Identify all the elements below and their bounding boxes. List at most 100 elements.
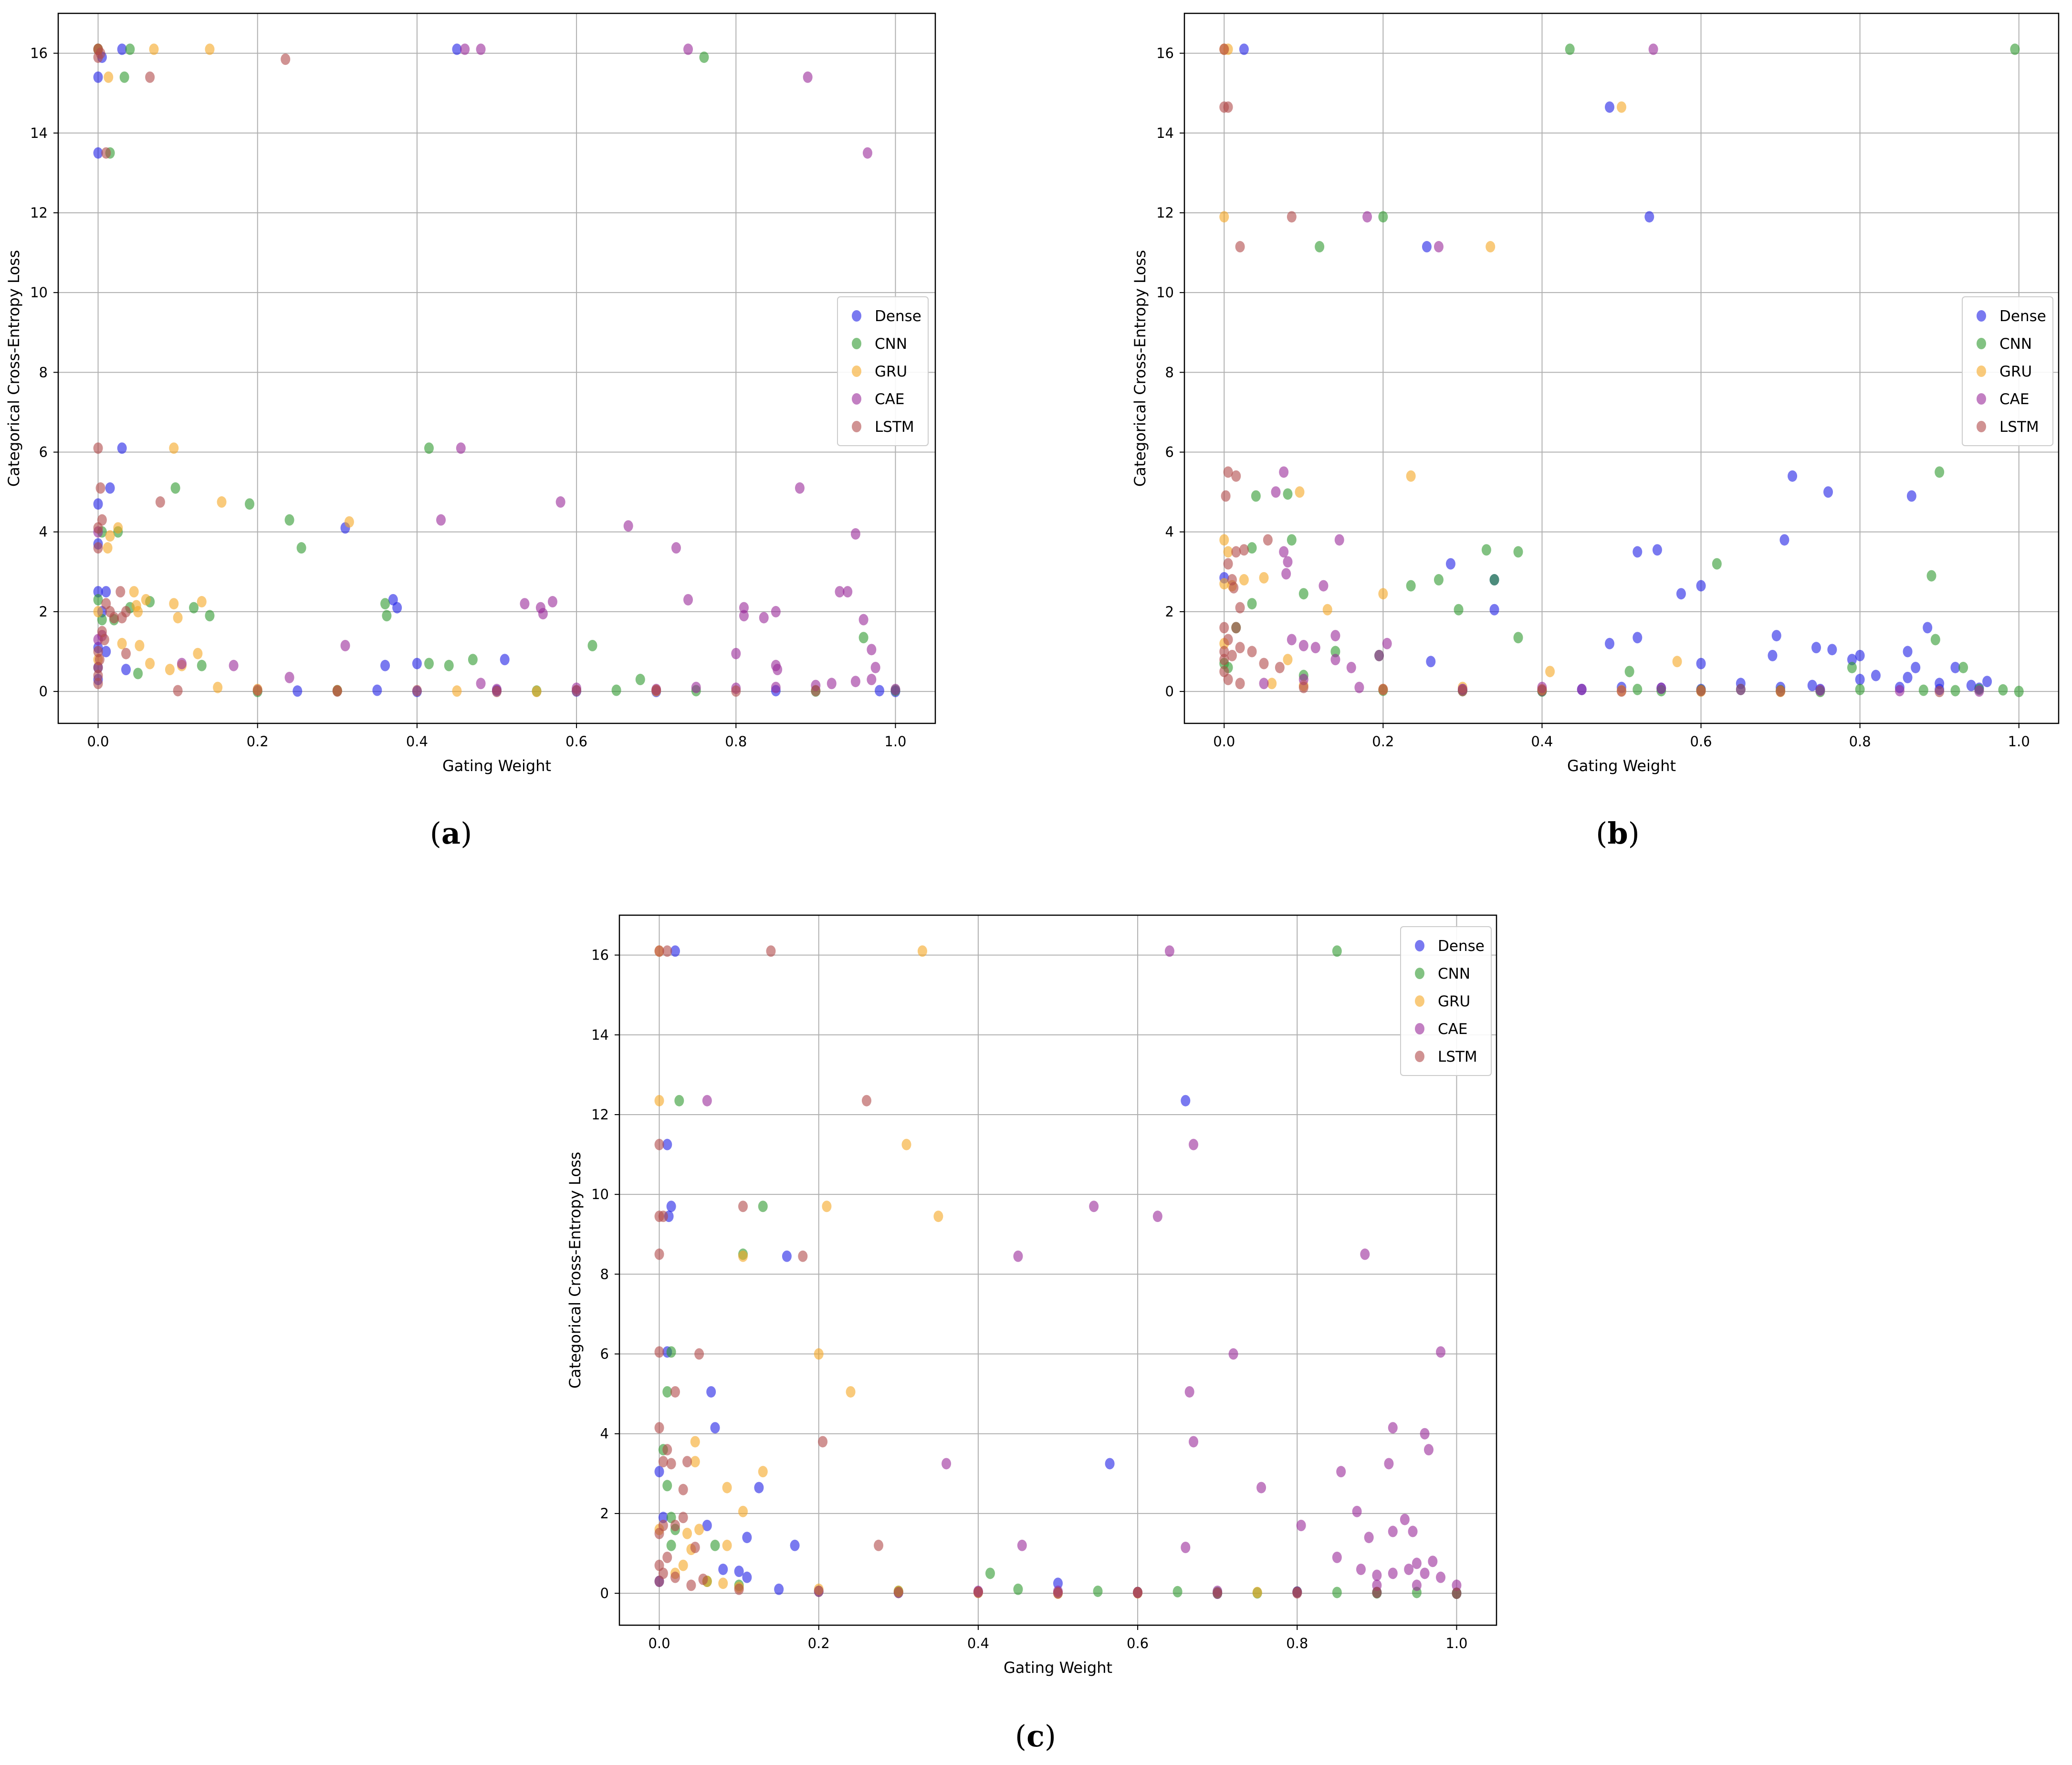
legend: Dense CNN GRU CAE LSTM [1400, 926, 1492, 1076]
data-point [1287, 634, 1297, 646]
data-point [101, 586, 111, 598]
data-point [93, 661, 103, 673]
data-point [734, 1583, 744, 1595]
series-cnn [658, 945, 1462, 1599]
data-point [1771, 630, 1781, 642]
y-tick-label: 10 [30, 284, 48, 301]
data-point [1815, 684, 1825, 696]
data-point [169, 442, 179, 454]
y-tick-label: 2 [39, 604, 48, 620]
legend-marker [852, 421, 861, 432]
data-point [1310, 642, 1320, 654]
data-point [710, 1422, 720, 1434]
y-tick-label: 8 [600, 1266, 609, 1282]
legend-label: LSTM [1999, 418, 2039, 436]
data-point [814, 1348, 824, 1360]
data-point [985, 1567, 995, 1579]
data-point [858, 614, 869, 626]
data-point [1372, 1587, 1382, 1598]
data-point [1332, 1551, 1342, 1563]
legend-label: CNN [875, 335, 907, 353]
data-point [666, 1201, 676, 1212]
data-point [165, 664, 175, 676]
data-point [1644, 211, 1654, 223]
x-tick-label: 0.0 [87, 733, 109, 750]
data-point [1982, 676, 1992, 688]
data-point [2014, 686, 2024, 698]
data-point [173, 612, 183, 624]
data-point [635, 674, 645, 686]
data-point [1388, 1525, 1398, 1537]
y-tick-label: 4 [600, 1426, 609, 1442]
data-point [683, 43, 693, 55]
data-point [109, 612, 119, 624]
x-tick-label: 1.0 [884, 733, 906, 750]
series-lstm [654, 945, 1462, 1599]
data-point [1334, 534, 1344, 546]
data-point [670, 1520, 680, 1532]
y-axis-title: Categorical Cross-Entropy Loss [566, 1152, 584, 1389]
data-point [702, 1520, 712, 1532]
legend-marker [1415, 995, 1424, 1007]
data-point [1133, 1587, 1143, 1598]
y-tick-label: 16 [1156, 45, 1174, 62]
chart-panel-b: 0.0 0.2 0.4 0.6 0.8 1.0 0 2 4 6 8 10 12 14 16 Gating We… [1131, 12, 2060, 851]
data-point [738, 1250, 748, 1262]
data-point [293, 685, 303, 697]
x-tick-label: 0.0 [1213, 733, 1235, 750]
data-point [678, 1483, 688, 1495]
data-point [1247, 598, 1257, 610]
data-point [229, 659, 239, 671]
data-point [662, 1138, 672, 1150]
x-tick-label: 0.6 [1690, 733, 1712, 750]
data-point [104, 71, 114, 83]
legend-marker [1977, 310, 1986, 322]
data-point [698, 1573, 708, 1585]
data-point [758, 1201, 768, 1212]
data-point [754, 1482, 764, 1493]
data-point [1279, 546, 1289, 558]
data-point [1372, 1569, 1382, 1581]
data-point [694, 1524, 704, 1535]
data-point [1259, 572, 1269, 584]
series-dense [654, 945, 1462, 1599]
data-point [115, 586, 126, 598]
legend-box [1962, 296, 2053, 446]
legend-marker [1415, 968, 1424, 979]
data-point [1298, 681, 1308, 693]
data-point [135, 639, 145, 651]
data-point [1322, 604, 1332, 616]
data-point [1712, 558, 1722, 570]
data-point [1624, 666, 1634, 678]
data-point [861, 1095, 871, 1107]
data-point [843, 586, 853, 598]
data-point [1181, 1095, 1191, 1107]
data-point [380, 598, 390, 610]
data-point [133, 606, 143, 617]
legend-marker [1977, 338, 1986, 349]
data-point [1903, 671, 1913, 683]
data-point [858, 632, 869, 644]
data-point [917, 945, 927, 957]
data-point [1807, 679, 1817, 691]
data-point [121, 606, 131, 617]
data-point [706, 1386, 716, 1398]
data-point [1184, 1386, 1194, 1398]
data-point [670, 1571, 680, 1583]
data-point [169, 598, 179, 610]
data-point [93, 586, 103, 598]
data-point [662, 1480, 672, 1492]
data-point [1219, 654, 1229, 666]
data-point [682, 1456, 692, 1468]
data-point [1352, 1505, 1362, 1517]
data-point [1330, 646, 1340, 658]
data-point [722, 1482, 732, 1493]
data-point [973, 1586, 983, 1598]
panel-caption: (c) [1015, 1719, 1056, 1754]
data-point [412, 685, 422, 697]
y-tick-label: 6 [1165, 444, 1174, 460]
y-tick-label: 16 [30, 45, 48, 62]
data-point [1275, 661, 1285, 673]
data-point [738, 1201, 748, 1212]
data-point [654, 945, 664, 957]
